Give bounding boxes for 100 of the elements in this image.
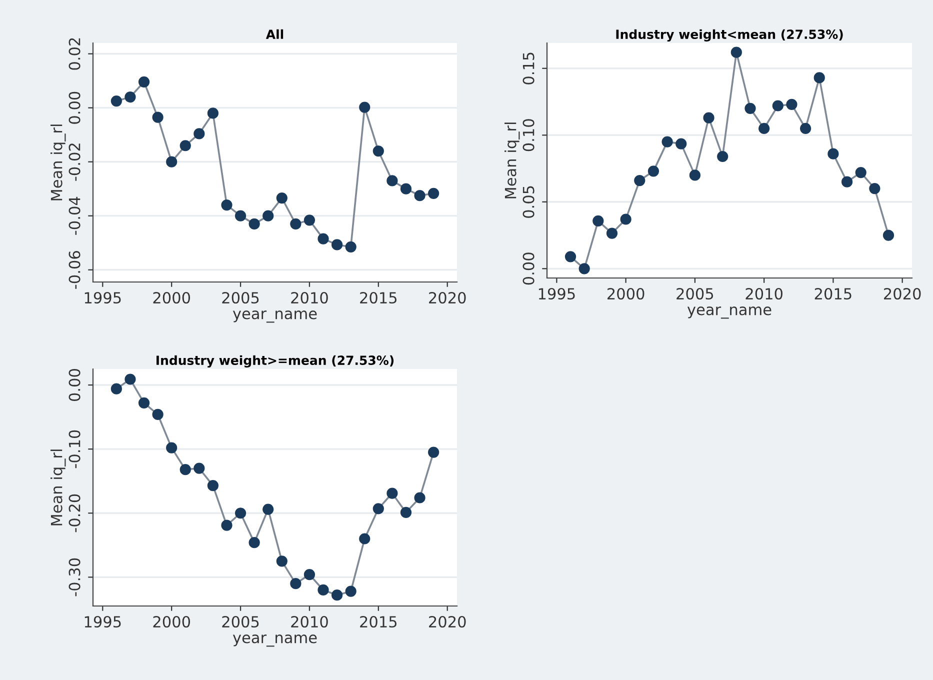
chart-title: Industry weight>=mean (27.53%) bbox=[156, 355, 394, 368]
point bbox=[428, 188, 440, 199]
x-tick-label: 2015 bbox=[360, 292, 397, 304]
point bbox=[786, 98, 798, 110]
point bbox=[290, 578, 302, 590]
x-axis-title: year_name bbox=[232, 310, 317, 323]
point bbox=[345, 586, 356, 597]
point bbox=[428, 446, 440, 458]
point bbox=[124, 374, 136, 385]
point bbox=[221, 199, 232, 211]
x-tick-label: 2005 bbox=[676, 288, 714, 300]
point bbox=[207, 108, 219, 119]
point bbox=[400, 506, 412, 518]
point bbox=[262, 504, 274, 515]
y-tick-label: 0.00 bbox=[522, 252, 534, 285]
point bbox=[564, 251, 576, 262]
point bbox=[703, 112, 714, 124]
y-tick-label: 0.02 bbox=[68, 38, 80, 70]
point bbox=[414, 190, 426, 202]
x-tick-label: 2015 bbox=[360, 616, 397, 628]
point bbox=[620, 214, 632, 225]
y-tick-label: -0.20 bbox=[68, 494, 80, 532]
point bbox=[318, 233, 329, 244]
chart-title: Industry weight<mean (27.53%) bbox=[616, 29, 843, 42]
point bbox=[304, 569, 316, 580]
point bbox=[152, 112, 164, 123]
point bbox=[648, 166, 660, 177]
point bbox=[730, 46, 742, 58]
point bbox=[124, 91, 136, 103]
point bbox=[194, 128, 205, 140]
y-tick-label: -0.04 bbox=[68, 196, 80, 235]
x-tick-label: 2005 bbox=[222, 292, 259, 304]
y-tick-label: 0.10 bbox=[522, 119, 534, 152]
x-tick-label: 2000 bbox=[607, 288, 644, 300]
y-tick-label: 0.05 bbox=[522, 186, 534, 218]
x-tick-label: 2000 bbox=[153, 292, 190, 304]
point bbox=[359, 102, 370, 113]
point bbox=[606, 228, 618, 239]
x-tick-label: 2010 bbox=[746, 288, 782, 300]
point bbox=[180, 464, 191, 476]
point bbox=[386, 175, 398, 186]
point bbox=[676, 138, 687, 150]
point bbox=[138, 76, 150, 88]
point bbox=[372, 145, 384, 157]
point bbox=[744, 102, 756, 114]
point bbox=[869, 182, 880, 194]
point bbox=[662, 136, 673, 148]
chart-title: All bbox=[266, 29, 284, 39]
point bbox=[248, 537, 260, 548]
point bbox=[152, 408, 164, 420]
point bbox=[359, 533, 370, 544]
point bbox=[855, 166, 866, 178]
point bbox=[414, 492, 426, 504]
point bbox=[290, 218, 302, 230]
y-tick-label: -0.02 bbox=[68, 144, 80, 181]
point bbox=[194, 462, 205, 474]
point bbox=[234, 508, 246, 519]
y-axis-title: Mean iq_rl bbox=[504, 122, 520, 198]
point bbox=[592, 215, 604, 227]
x-tick-label: 1995 bbox=[84, 616, 121, 628]
y-tick-label: -0.30 bbox=[68, 558, 80, 596]
x-tick-label: 2020 bbox=[429, 616, 466, 628]
point bbox=[758, 122, 770, 134]
point bbox=[345, 241, 356, 252]
y-tick-label: 0.15 bbox=[522, 52, 534, 84]
point bbox=[221, 520, 232, 531]
point bbox=[304, 214, 316, 226]
x-tick-label: 2000 bbox=[153, 616, 190, 628]
point bbox=[772, 100, 784, 112]
point bbox=[110, 383, 122, 394]
point bbox=[386, 488, 398, 499]
x-tick-label: 2010 bbox=[291, 292, 328, 304]
point bbox=[828, 148, 839, 160]
point bbox=[248, 218, 260, 230]
y-tick-label: -0.06 bbox=[68, 251, 80, 289]
point bbox=[318, 584, 329, 596]
x-tick-label: 2010 bbox=[291, 616, 328, 628]
point bbox=[717, 150, 728, 162]
x-tick-label: 1995 bbox=[538, 288, 575, 300]
x-tick-label: 2015 bbox=[814, 288, 852, 300]
point bbox=[166, 442, 178, 454]
x-tick-label: 2020 bbox=[884, 288, 921, 300]
point bbox=[262, 210, 274, 222]
x-axis-title: year_name bbox=[687, 306, 772, 319]
point bbox=[814, 72, 825, 84]
point bbox=[800, 122, 812, 134]
point bbox=[276, 556, 288, 567]
point bbox=[331, 590, 343, 601]
point bbox=[841, 176, 853, 188]
point bbox=[166, 156, 178, 168]
x-tick-label: 1995 bbox=[84, 292, 121, 304]
point bbox=[180, 140, 191, 152]
point bbox=[400, 183, 412, 194]
point bbox=[372, 503, 384, 514]
point bbox=[882, 230, 894, 241]
point bbox=[578, 263, 590, 274]
point bbox=[234, 210, 246, 222]
point bbox=[276, 192, 288, 204]
point bbox=[110, 96, 122, 107]
point bbox=[689, 170, 700, 181]
